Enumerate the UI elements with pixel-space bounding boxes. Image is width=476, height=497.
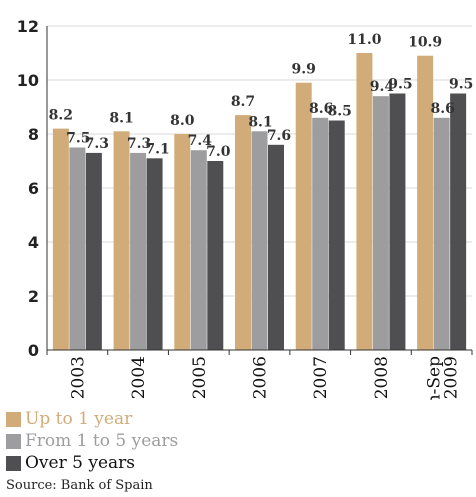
x-tick-label: 2008	[372, 356, 392, 399]
x-tick-label: 2007	[311, 356, 331, 399]
bar-2005-series-2	[207, 161, 224, 350]
y-tick-label: 0	[28, 341, 39, 360]
y-tick-label: 12	[17, 17, 39, 36]
bar-2007-series-2	[328, 120, 345, 350]
x-tick-label: 2005	[190, 356, 210, 399]
bar-2008-series-0	[356, 53, 373, 350]
y-tick-label: 8	[28, 125, 39, 144]
bar-2005-series-0	[174, 134, 191, 350]
bar-2008-series-2	[389, 93, 406, 350]
y-tick-label: 2	[28, 287, 39, 306]
bar-2005-series-1	[190, 150, 207, 350]
bar-jan-sep-2009-series-2	[450, 93, 467, 350]
x-tick-label: Jan-Sep2009	[425, 356, 462, 400]
legend-item-over-5-years: Over 5 years	[6, 452, 178, 474]
data-label: 10.9	[408, 35, 442, 51]
y-axis: 0 2 4 6 8 10 12	[17, 17, 48, 360]
bar-2003-series-1	[69, 147, 86, 350]
data-label: 9.5	[449, 77, 473, 93]
legend-label: From 1 to 5 years	[25, 431, 179, 451]
data-label: 9.5	[388, 77, 412, 93]
y-tick-label: 4	[28, 233, 39, 252]
data-label: 7.4	[188, 133, 213, 149]
y-tick-label: 10	[17, 71, 39, 90]
data-label: 9.9	[292, 62, 316, 78]
data-label: 8.5	[328, 104, 352, 120]
legend-swatch	[6, 433, 21, 449]
x-tick-label: 2006	[251, 356, 271, 399]
data-label: 8.1	[109, 110, 133, 126]
data-label: 7.5	[66, 131, 90, 147]
bar-2008-series-1	[372, 96, 389, 350]
data-label: 7.6	[267, 128, 291, 144]
data-label: 11.0	[347, 32, 381, 48]
legend-swatch	[6, 411, 21, 427]
data-label: 7.1	[145, 141, 169, 157]
x-axis: 2003 2004 2005 2006 2007 2008 Jan-Sep2009	[46, 349, 473, 400]
bar-jan-sep-2009-series-0	[417, 55, 434, 350]
data-label: 8.6	[430, 101, 454, 117]
data-label: 7.0	[206, 144, 231, 160]
data-label: 9.4	[370, 79, 395, 95]
data-label: 8.7	[231, 94, 255, 110]
legend-label: Over 5 years	[25, 453, 136, 473]
bar-2004-series-2	[146, 158, 163, 350]
legend-swatch	[6, 455, 21, 471]
data-label: 8.0	[170, 113, 195, 129]
bar-2006-series-0	[235, 115, 251, 350]
bars	[52, 53, 467, 350]
legend: Up to 1 year From 1 to 5 years Over 5 ye…	[6, 408, 178, 474]
data-label: 8.2	[49, 108, 73, 124]
x-tick-label: 2004	[129, 356, 149, 399]
bar-jan-sep-2009-series-1	[433, 117, 450, 350]
data-label: 8.1	[248, 114, 272, 130]
bar-2004-series-1	[130, 152, 147, 350]
bar-2006-series-2	[268, 144, 284, 350]
y-tick-label: 6	[28, 179, 39, 198]
data-label: 7.3	[85, 136, 109, 152]
data-label: 7.3	[127, 136, 151, 152]
bar-2006-series-1	[251, 131, 268, 350]
data-label: 8.6	[309, 101, 333, 117]
legend-item-up-to-1-year: Up to 1 year	[6, 408, 178, 430]
bar-2003-series-0	[52, 128, 69, 350]
value-labels: 8.27.57.38.17.37.18.07.47.08.78.17.69.98…	[49, 32, 474, 160]
bar-2007-series-1	[312, 117, 329, 350]
bar-2003-series-2	[85, 152, 102, 350]
source-note: Source: Bank of Spain	[6, 478, 153, 493]
legend-label: Up to 1 year	[25, 409, 133, 429]
bar-2007-series-0	[295, 82, 312, 350]
x-tick-label: 2003	[68, 356, 88, 399]
bar-2004-series-0	[113, 131, 130, 350]
legend-item-from-1-to-5-years: From 1 to 5 years	[6, 430, 178, 452]
